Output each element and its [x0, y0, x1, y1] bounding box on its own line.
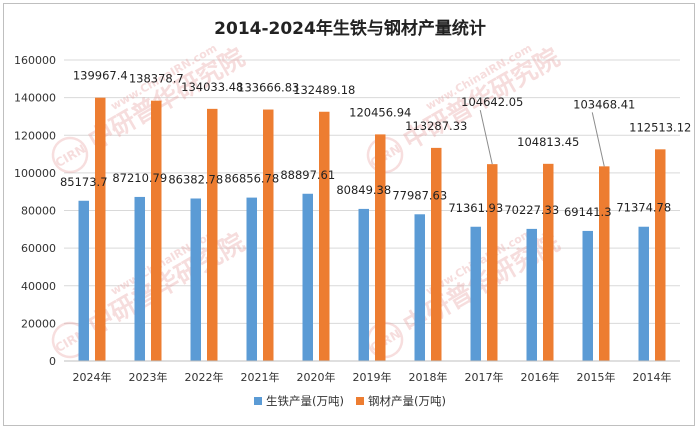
x-tick-label: 2016年: [521, 370, 560, 384]
bar-pig-iron: [302, 193, 313, 361]
bar-pig-iron: [526, 228, 537, 361]
x-tick-label: 2023年: [129, 370, 168, 384]
data-label-pig-iron: 69141.3: [564, 205, 612, 219]
data-label-steel: 134033.48: [181, 80, 243, 94]
chart-frame: [3, 3, 695, 426]
bar-pig-iron: [582, 230, 593, 361]
watermark-text-cn: 中研普华研究院: [83, 43, 249, 156]
x-tick-label: 2021年: [241, 370, 280, 384]
bar-pig-iron: [190, 198, 201, 361]
legend-swatch-steel: [356, 397, 364, 405]
bar-steel: [263, 109, 274, 361]
leader-line: [479, 110, 493, 165]
bar-steel: [319, 111, 330, 361]
data-label-steel: 120456.94: [349, 105, 411, 119]
data-label-pig-iron: 70227.33: [504, 203, 559, 217]
watermark-logo-icon: [51, 136, 89, 174]
bar-pig-iron: [414, 214, 425, 361]
bar-pig-iron: [246, 197, 257, 361]
legend: 生铁产量(万吨) 钢材产量(万吨): [254, 394, 446, 408]
data-label-steel: 138378.7: [129, 72, 184, 86]
data-label-steel: 113287.33: [405, 119, 467, 133]
data-label-steel: 112513.12: [629, 120, 691, 134]
x-tick-label: 2014年: [633, 370, 672, 384]
data-label-pig-iron: 85173.7: [60, 175, 108, 189]
y-tick-label: 0: [49, 355, 56, 368]
bar-steel: [543, 163, 554, 361]
y-tick-label: 100000: [14, 167, 56, 180]
leader-line: [591, 112, 605, 167]
bar-pig-iron: [134, 196, 145, 361]
x-tick-label: 2020年: [297, 370, 336, 384]
data-label-pig-iron: 88897.61: [280, 168, 335, 182]
bar-steel: [207, 108, 218, 361]
data-label-pig-iron: 80849.38: [336, 183, 391, 197]
x-tick-label: 2019年: [353, 370, 392, 384]
bar-steel: [655, 149, 666, 361]
chart-title: 2014-2024年生铁与钢材产量统计: [214, 18, 486, 39]
y-tick-label: 160000: [14, 54, 56, 67]
bar-steel: [431, 147, 442, 361]
bar-pig-iron: [78, 200, 89, 361]
data-label-steel: 104813.45: [517, 135, 579, 149]
data-label-steel: 104642.05: [461, 95, 523, 109]
x-tick-label: 2018年: [409, 370, 448, 384]
data-label-steel: 133666.83: [237, 81, 299, 95]
bar-pig-iron: [470, 226, 481, 361]
data-label-steel: 132489.18: [293, 83, 355, 97]
data-label-pig-iron: 71374.78: [616, 201, 671, 215]
x-tick-label: 2022年: [185, 370, 224, 384]
data-label-pig-iron: 77987.63: [392, 188, 447, 202]
data-label-pig-iron: 87210.79: [112, 171, 167, 185]
y-tick-label: 20000: [21, 317, 56, 330]
y-tick-label: 40000: [21, 280, 56, 293]
legend-swatch-pig-iron: [254, 397, 262, 405]
y-tick-label: 120000: [14, 129, 56, 142]
data-label-pig-iron: 86382.78: [168, 172, 223, 186]
data-label-steel: 139967.4: [73, 69, 128, 83]
bar-steel: [95, 97, 106, 361]
bar-steel: [599, 166, 610, 361]
y-tick-label: 60000: [21, 242, 56, 255]
x-tick-label: 2024年: [73, 370, 112, 384]
legend-label-steel: 钢材产量(万吨): [368, 394, 446, 408]
data-label-steel: 103468.41: [573, 97, 635, 111]
y-tick-label: 140000: [14, 92, 56, 105]
bar-steel: [151, 100, 162, 361]
y-tick-label: 80000: [21, 205, 56, 218]
x-tick-label: 2017年: [465, 370, 504, 384]
bar-steel: [375, 134, 386, 361]
bar-pig-iron: [638, 226, 649, 361]
bar-pig-iron: [358, 208, 369, 361]
data-label-pig-iron: 86856.78: [224, 172, 279, 186]
legend-label-pig-iron: 生铁产量(万吨): [266, 394, 344, 408]
data-label-pig-iron: 71361.93: [448, 201, 503, 215]
bar-steel: [487, 164, 498, 361]
x-tick-label: 2015年: [577, 370, 616, 384]
